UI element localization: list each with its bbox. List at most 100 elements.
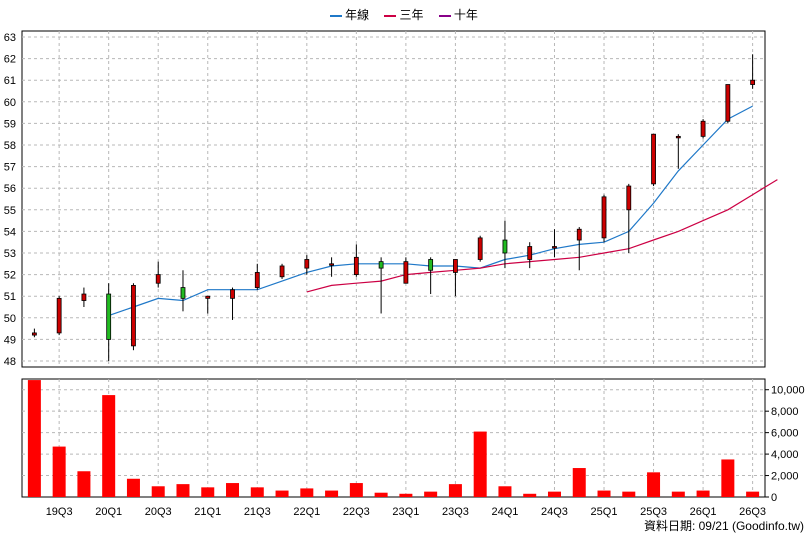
volume-bar	[448, 484, 462, 497]
price-tick-label: 52	[4, 270, 16, 282]
price-tick-label: 51	[4, 291, 16, 303]
volume-bar	[349, 483, 363, 497]
volume-bar	[374, 492, 388, 497]
candle-body	[304, 259, 310, 269]
legend-swatch	[330, 14, 343, 17]
volume-bar	[325, 490, 339, 497]
legend-swatch	[384, 14, 397, 17]
price-tick-label: 61	[4, 75, 16, 87]
candle-body	[403, 261, 409, 284]
volume-bar	[275, 490, 289, 497]
candle-body	[155, 274, 161, 284]
candle-body	[675, 135, 681, 139]
x-tick-label: 21Q3	[244, 506, 271, 518]
volume-bar	[721, 459, 735, 497]
price-tick-label: 63	[4, 32, 16, 44]
candle-body	[131, 284, 136, 347]
volume-bar	[547, 491, 561, 497]
volume-bar	[126, 478, 140, 497]
x-tick-label: 25Q1	[591, 506, 618, 518]
volume-bar	[151, 486, 165, 497]
price-tick-label: 50	[4, 313, 16, 325]
volume-tick-label: 2,000	[771, 471, 799, 483]
x-tick-label: 22Q1	[293, 506, 320, 518]
volume-bar	[226, 483, 240, 497]
volume-bar	[622, 491, 636, 497]
legend-swatch	[438, 14, 451, 17]
volume-bar	[300, 488, 314, 497]
x-axis-ticks: 19Q3 20Q1 20Q3 21Q1 21Q3 22Q1 22Q3 23Q1 23Q3 24Q1…	[46, 506, 766, 518]
price-tick-label: 60	[4, 97, 16, 109]
volume-bar	[746, 491, 760, 497]
candle-body	[378, 261, 384, 269]
x-tick-label: 25Q3	[640, 506, 667, 518]
volume-bar	[671, 491, 685, 497]
candle-body	[279, 265, 285, 278]
candlesticks	[31, 54, 756, 361]
legend-item-annual: 年線	[330, 6, 369, 23]
volume-tick-label: 4,000	[771, 449, 799, 461]
x-tick-label: 26Q1	[690, 506, 717, 518]
source-text: 資料日期: 09/21 (Goodinfo.tw)	[643, 519, 804, 533]
price-tick-label: 55	[4, 205, 16, 217]
volume-bar	[27, 380, 41, 497]
price-tick-label: 58	[4, 140, 16, 152]
x-tick-label: 23Q3	[442, 506, 469, 518]
volume-bar	[201, 487, 215, 497]
candle-body	[254, 272, 260, 288]
legend-label: 三年	[399, 8, 424, 22]
x-tick-label: 24Q1	[491, 506, 518, 518]
candle-body	[106, 293, 112, 340]
x-tick-label: 24Q3	[541, 506, 568, 518]
candle-body	[576, 228, 582, 241]
legend-item-three-year: 三年	[384, 6, 424, 23]
candle-body	[428, 259, 434, 271]
candle-body	[527, 246, 533, 260]
candle-body	[601, 196, 607, 239]
volume-bar	[399, 493, 413, 497]
x-tick-label: 26Q3	[739, 506, 766, 518]
volume-tick-label: 6,000	[771, 428, 799, 440]
volume-bar	[77, 471, 91, 497]
price-plot-border	[21, 30, 766, 368]
candle-body	[205, 295, 211, 299]
volume-bar	[424, 491, 438, 497]
x-tick-label: 20Q1	[95, 506, 122, 518]
candle-body	[56, 297, 62, 334]
price-tick-label: 62	[4, 54, 16, 66]
volume-bar	[597, 490, 611, 497]
volume-bar	[498, 486, 512, 497]
volume-tick-label: 8,000	[771, 406, 799, 418]
volume-bar	[250, 487, 264, 497]
volume-bar	[696, 490, 710, 497]
volume-tick-label: 10,000	[771, 385, 805, 397]
gridlines	[22, 31, 765, 497]
candle-body	[725, 84, 731, 122]
candle-body	[651, 133, 656, 185]
legend-label: 年線	[345, 8, 370, 22]
candle-body	[700, 120, 706, 137]
price-tick-label: 54	[4, 226, 16, 238]
price-tick-label: 56	[4, 183, 16, 195]
volume-plot-border	[21, 378, 766, 498]
x-tick-label: 20Q3	[145, 506, 172, 518]
volume-bar	[473, 431, 487, 497]
candle-body	[552, 246, 557, 249]
x-tick-label: 22Q3	[343, 506, 370, 518]
price-tick-label: 49	[4, 334, 16, 346]
series-line	[306, 179, 778, 293]
volume-bar	[647, 472, 661, 497]
volume-bars	[27, 380, 760, 497]
price-tick-label: 59	[4, 118, 16, 130]
volume-bar	[52, 446, 66, 497]
candle-body	[81, 293, 87, 301]
x-tick-label: 21Q1	[194, 506, 221, 518]
volume-bar	[523, 493, 537, 497]
x-tick-label: 19Q3	[46, 506, 73, 518]
legend-item-ten-year: 十年	[438, 6, 478, 23]
price-tick-label: 57	[4, 162, 16, 174]
price-tick-label: 53	[4, 248, 16, 260]
legend: 年線 三年 十年	[0, 6, 808, 23]
x-tick-label: 23Q1	[392, 506, 419, 518]
